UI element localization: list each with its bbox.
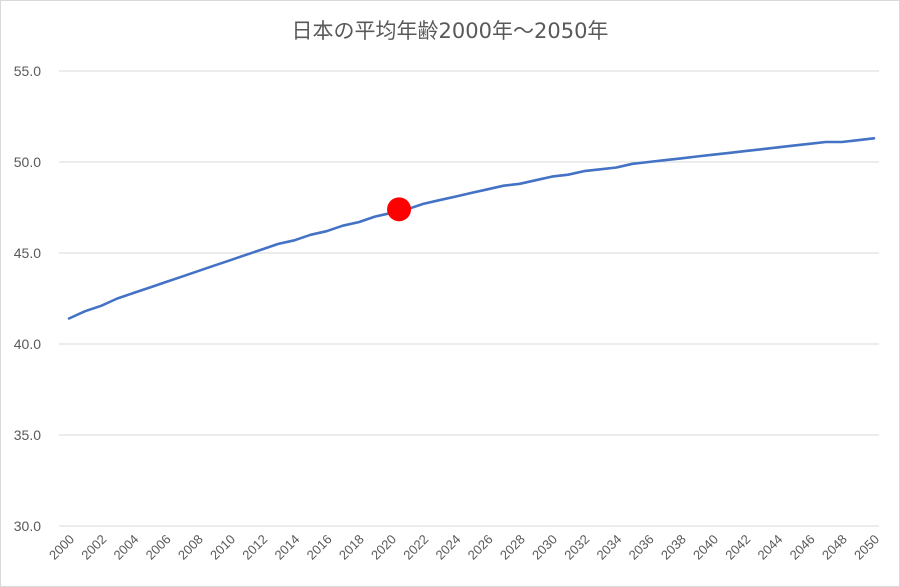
y-tick-label: 45.0 bbox=[14, 245, 41, 261]
data-point bbox=[116, 297, 118, 299]
x-tick-label: 2020 bbox=[368, 532, 399, 563]
data-point bbox=[342, 225, 344, 227]
data-point bbox=[873, 137, 875, 139]
data-point bbox=[293, 239, 295, 241]
data-point bbox=[197, 270, 199, 272]
y-tick-label: 35.0 bbox=[14, 427, 41, 443]
data-point bbox=[374, 215, 376, 217]
data-point bbox=[84, 310, 86, 312]
x-tick-label: 2026 bbox=[465, 532, 496, 563]
data-point bbox=[358, 221, 360, 223]
data-point bbox=[454, 195, 456, 197]
data-point bbox=[760, 148, 762, 150]
x-tick-label: 2002 bbox=[78, 532, 109, 563]
y-tick-label: 30.0 bbox=[14, 518, 41, 534]
data-point bbox=[567, 174, 569, 176]
data-point bbox=[647, 161, 649, 163]
data-point bbox=[680, 157, 682, 159]
data-point bbox=[261, 248, 263, 250]
x-tick-label: 2004 bbox=[110, 532, 141, 563]
data-point bbox=[503, 184, 505, 186]
data-point bbox=[664, 159, 666, 161]
data-point bbox=[470, 192, 472, 194]
data-point bbox=[744, 150, 746, 152]
data-point bbox=[808, 143, 810, 145]
data-point bbox=[181, 275, 183, 277]
data-point bbox=[857, 139, 859, 141]
x-tick-label: 2036 bbox=[626, 532, 657, 563]
data-point bbox=[551, 175, 553, 177]
data-point bbox=[438, 199, 440, 201]
x-tick-label: 2032 bbox=[561, 532, 592, 563]
data-point bbox=[325, 230, 327, 232]
data-point bbox=[696, 155, 698, 157]
x-tick-label: 2014 bbox=[271, 532, 302, 563]
x-tick-label: 2012 bbox=[239, 532, 270, 563]
data-point bbox=[422, 203, 424, 205]
data-point bbox=[776, 146, 778, 148]
x-tick-label: 2042 bbox=[722, 532, 753, 563]
data-point bbox=[213, 265, 215, 267]
x-tick-label: 2028 bbox=[497, 532, 528, 563]
x-tick-label: 2016 bbox=[304, 532, 335, 563]
x-tick-label: 2034 bbox=[593, 532, 624, 563]
x-tick-label: 2048 bbox=[819, 532, 850, 563]
x-tick-label: 2038 bbox=[658, 532, 689, 563]
x-tick-label: 2030 bbox=[529, 532, 560, 563]
data-point bbox=[535, 179, 537, 181]
data-point bbox=[599, 168, 601, 170]
x-tick-label: 2046 bbox=[787, 532, 818, 563]
y-tick-label: 55.0 bbox=[14, 63, 41, 79]
data-point bbox=[615, 166, 617, 168]
data-point bbox=[68, 317, 70, 319]
data-point bbox=[583, 170, 585, 172]
x-tick-label: 2022 bbox=[400, 532, 431, 563]
data-point bbox=[519, 183, 521, 185]
data-point bbox=[486, 188, 488, 190]
x-tick-label: 2006 bbox=[143, 532, 174, 563]
y-tick-label: 40.0 bbox=[14, 336, 41, 352]
data-point bbox=[132, 292, 134, 294]
x-tick-label: 2018 bbox=[336, 532, 367, 563]
x-tick-label: 2024 bbox=[432, 532, 463, 563]
data-point bbox=[792, 144, 794, 146]
x-tick-label: 2050 bbox=[851, 532, 882, 563]
x-tick-label: 2040 bbox=[690, 532, 721, 563]
x-tick-label: 2008 bbox=[175, 532, 206, 563]
data-point bbox=[148, 286, 150, 288]
data-point bbox=[164, 281, 166, 283]
data-point bbox=[229, 259, 231, 261]
highlight-marker bbox=[387, 197, 412, 222]
data-point bbox=[825, 141, 827, 143]
data-point bbox=[631, 163, 633, 165]
data-point bbox=[277, 243, 279, 245]
x-tick-label: 2044 bbox=[754, 532, 785, 563]
y-tick-label: 50.0 bbox=[14, 154, 41, 170]
x-tick-label: 2010 bbox=[207, 532, 238, 563]
chart-title: 日本の平均年齢2000年～2050年 bbox=[291, 19, 609, 43]
series-line bbox=[67, 137, 876, 320]
data-point bbox=[841, 141, 843, 143]
data-point bbox=[728, 152, 730, 154]
data-point bbox=[309, 234, 311, 236]
data-point bbox=[100, 305, 102, 307]
data-point bbox=[245, 254, 247, 256]
data-point bbox=[712, 154, 714, 156]
x-tick-label: 2000 bbox=[46, 532, 77, 563]
